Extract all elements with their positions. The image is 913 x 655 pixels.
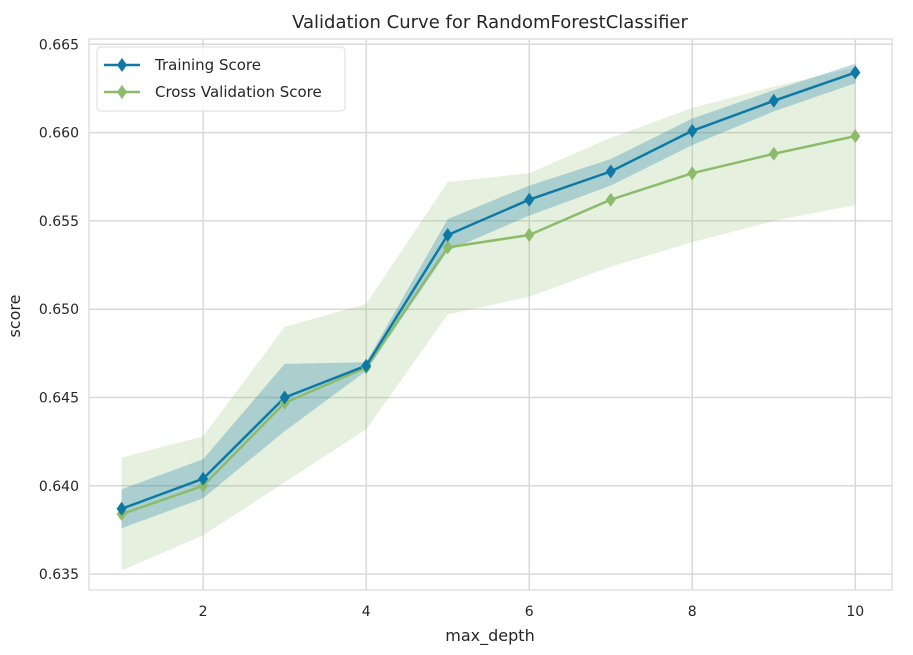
legend-box bbox=[96, 46, 346, 112]
legend: Training Score Cross Validation Score bbox=[96, 46, 346, 112]
training-score-marker bbox=[850, 65, 861, 80]
x-tick-label: 10 bbox=[846, 604, 864, 620]
y-tick-label: 0.655 bbox=[39, 214, 79, 230]
legend-cv-label: Cross Validation Score bbox=[155, 83, 322, 101]
training-score-marker bbox=[442, 228, 453, 243]
training-score-marker bbox=[687, 123, 698, 138]
y-tick-label: 0.665 bbox=[39, 37, 79, 53]
x-tick-label: 6 bbox=[525, 604, 534, 620]
cv-score-marker bbox=[442, 240, 453, 255]
legend-training-label: Training Score bbox=[154, 56, 261, 74]
y-tick-label: 0.640 bbox=[39, 479, 79, 495]
training-score-marker bbox=[605, 164, 616, 179]
y-tick-label: 0.635 bbox=[39, 567, 79, 583]
legend-cv-marker bbox=[117, 85, 127, 99]
y-axis-title: score bbox=[5, 295, 24, 338]
series-markers bbox=[116, 65, 861, 522]
x-tick-label: 8 bbox=[688, 604, 697, 620]
y-tick-label: 0.645 bbox=[39, 391, 79, 407]
y-tick-labels: 0.635 0.640 0.645 0.650 0.655 0.660 0.665 bbox=[39, 37, 79, 583]
cv-score-band bbox=[121, 67, 856, 571]
y-tick-label: 0.660 bbox=[39, 126, 79, 142]
training-score-marker bbox=[361, 358, 372, 373]
cv-score-marker bbox=[687, 166, 698, 181]
training-score-marker bbox=[524, 192, 535, 207]
training-score-band bbox=[121, 63, 856, 529]
legend-training-marker bbox=[117, 58, 127, 72]
cv-score-marker bbox=[605, 192, 616, 207]
plot-area bbox=[88, 38, 893, 591]
cv-score-marker bbox=[850, 129, 861, 144]
x-tick-label: 2 bbox=[199, 604, 208, 620]
y-tick-label: 0.650 bbox=[39, 302, 79, 318]
x-axis-title: max_depth bbox=[445, 626, 534, 646]
training-score-marker bbox=[279, 390, 290, 405]
grid-lines bbox=[89, 39, 892, 590]
x-tick-label: 4 bbox=[362, 604, 371, 620]
training-score-line bbox=[121, 71, 856, 510]
series-lines bbox=[121, 71, 856, 516]
x-tick-labels: 2 4 6 8 10 bbox=[199, 604, 865, 620]
chart-title: Validation Curve for RandomForestClassif… bbox=[292, 12, 688, 33]
cv-score-marker bbox=[198, 478, 209, 493]
training-score-marker bbox=[198, 471, 209, 486]
training-score-marker bbox=[768, 93, 779, 108]
cv-score-line bbox=[121, 134, 856, 516]
cv-score-marker bbox=[524, 228, 535, 243]
score-bands bbox=[121, 63, 856, 571]
training-score-marker bbox=[116, 501, 127, 516]
cv-score-marker bbox=[768, 146, 779, 161]
